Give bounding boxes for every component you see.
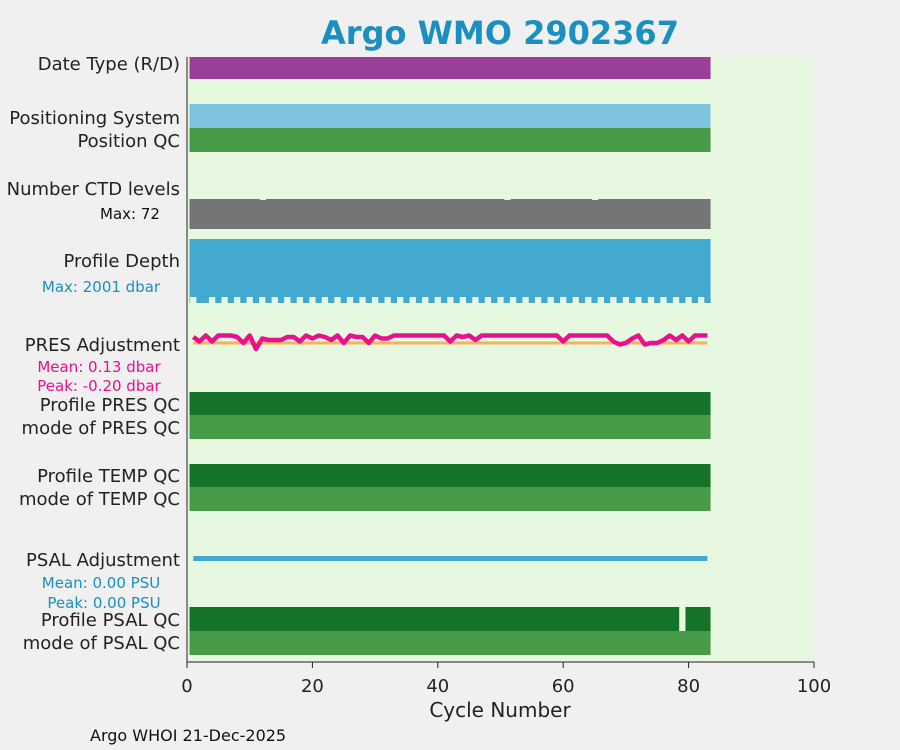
profile-depth-short — [221, 297, 228, 304]
profile-depth-short — [484, 297, 492, 304]
profile-depth-short — [359, 297, 366, 304]
pres-adjustment-series — [191, 333, 708, 352]
profile-depth-short — [296, 297, 303, 304]
label-mode-pres-qc: mode of PRES QC — [22, 418, 180, 439]
label-ctd-levels: Number CTD levels — [7, 179, 180, 200]
profile-depth-short — [685, 297, 692, 304]
position-qc-bar — [189, 128, 711, 152]
mode-psal-qc-bar — [189, 631, 711, 655]
pres-mean-annotation: Mean: 0.13 dbar — [37, 358, 161, 376]
profile-depth-short — [534, 297, 542, 304]
profile-depth-short — [190, 297, 197, 304]
label-date-type: Date Type (R/D) — [38, 54, 180, 75]
profile-depth-short — [234, 297, 241, 304]
row-labels: Date Type (R/D) Positioning System Posit… — [7, 54, 180, 654]
label-positioning-system: Positioning System — [9, 108, 180, 129]
x-tick-label: 60 — [552, 676, 575, 697]
pres-peak-annotation: Peak: -0.20 dbar — [37, 377, 161, 395]
profile-depth-short — [284, 297, 291, 304]
profile-depth-short — [271, 297, 278, 304]
ctd-max-annotation: Max: 72 — [100, 205, 160, 223]
depth-max-annotation: Max: 2001 dbar — [42, 278, 161, 296]
profile-depth-short — [560, 297, 567, 304]
x-axis: 0 20 40 60 80 100 — [181, 57, 831, 697]
label-profile-depth: Profile Depth — [63, 251, 180, 272]
row-annotations: Max: 72 Max: 2001 dbar Mean: 0.13 dbar P… — [37, 205, 161, 612]
profile-depth-short — [647, 297, 655, 304]
x-tick-label: 0 — [181, 676, 192, 697]
profile-depth-short — [321, 297, 329, 304]
x-tick-label: 40 — [426, 676, 449, 697]
profile-depth-short — [434, 297, 441, 304]
profile-depth-short — [635, 297, 642, 304]
profile-depth-short — [334, 297, 341, 304]
profile-depth-short — [246, 297, 253, 304]
x-tick-label: 80 — [677, 676, 700, 697]
profile-depth-short — [346, 297, 354, 304]
profile-depth-short — [497, 297, 504, 304]
profile-depth-bar — [189, 239, 711, 303]
profile-depth-short — [371, 297, 379, 304]
x-axis-label: Cycle Number — [429, 698, 571, 722]
profile-depth-short — [509, 297, 517, 304]
label-profile-pres-qc: Profile PRES QC — [40, 395, 180, 416]
profile-depth-short — [409, 297, 416, 304]
label-position-qc: Position QC — [77, 131, 180, 152]
ctd-level-gap — [504, 197, 511, 200]
profile-depth-short — [397, 297, 404, 304]
label-pres-adjustment: PRES Adjustment — [25, 335, 180, 356]
psal-mean-annotation: Mean: 0.00 PSU — [42, 574, 160, 592]
profile-depth-short — [672, 297, 680, 304]
x-tick-label: 100 — [797, 676, 831, 697]
chart-marks — [189, 57, 711, 655]
profile-depth-short — [447, 297, 454, 304]
profile-depth-short — [610, 297, 617, 304]
profile-depth-short — [660, 297, 667, 304]
ctd-level-gap — [592, 197, 599, 200]
profile-depth-short — [259, 297, 266, 304]
profile-depth-short — [585, 297, 592, 304]
date-type-bar — [189, 57, 711, 79]
label-profile-psal-qc: Profile PSAL QC — [41, 610, 180, 631]
ctd-level-gap — [259, 197, 267, 200]
mode-temp-qc-bar — [189, 487, 711, 511]
label-psal-adjustment: PSAL Adjustment — [26, 550, 180, 571]
profile-depth-short — [622, 297, 630, 304]
profile-depth-short — [384, 297, 391, 304]
profile-psal-qc-bar — [189, 607, 711, 631]
profile-depth-short — [547, 297, 554, 304]
profile-depth-short — [522, 297, 529, 304]
profile-depth-short — [597, 297, 604, 304]
label-mode-psal-qc: mode of PSAL QC — [23, 633, 180, 654]
positioning-system-bar — [189, 104, 711, 128]
profile-pres-qc-bar — [189, 392, 711, 415]
psal-qc-flag-gap — [679, 607, 686, 631]
label-profile-temp-qc: Profile TEMP QC — [37, 466, 180, 487]
mode-pres-qc-bar — [189, 415, 711, 439]
psal-adjustment-series — [193, 556, 708, 561]
profile-depth-short — [422, 297, 429, 304]
profile-depth-short — [459, 297, 467, 304]
plot-area — [187, 57, 814, 662]
footer-credit: Argo WHOI 21-Dec-2025 — [90, 726, 286, 745]
profile-depth-short — [698, 297, 705, 304]
profile-temp-qc-bar — [189, 464, 711, 487]
ctd-levels-bar — [189, 199, 711, 229]
profile-depth-short — [309, 297, 316, 304]
profile-depth-short — [572, 297, 579, 304]
profile-depth-short — [472, 297, 479, 304]
profile-depth-short — [208, 297, 216, 304]
label-mode-temp-qc: mode of TEMP QC — [19, 489, 180, 510]
psal-peak-annotation: Peak: 0.00 PSU — [47, 594, 160, 612]
x-tick-label: 20 — [301, 676, 324, 697]
chart-title: Argo WMO 2902367 — [321, 14, 679, 52]
